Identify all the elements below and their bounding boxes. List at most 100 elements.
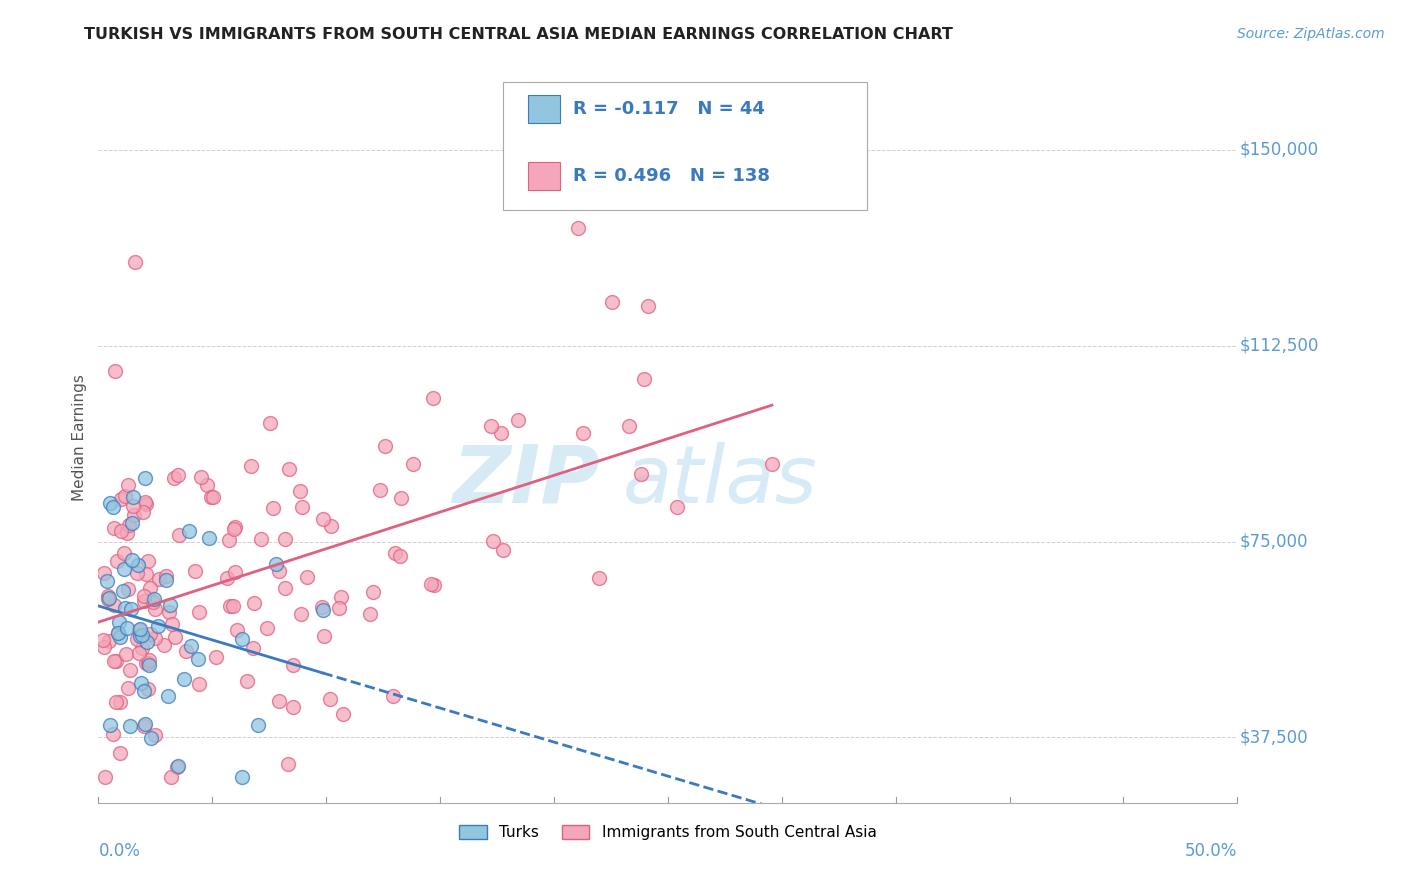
- Point: [217, 571, 239, 585]
- Point: [121, 490, 143, 504]
- Legend: Turks, Immigrants from South Central Asia: Turks, Immigrants from South Central Asi…: [453, 819, 883, 847]
- FancyBboxPatch shape: [503, 82, 868, 211]
- Point: [665, 500, 688, 515]
- Point: [115, 648, 138, 662]
- Text: TURKISH VS IMMIGRANTS FROM SOUTH CENTRAL ASIA MEDIAN EARNINGS CORRELATION CHART: TURKISH VS IMMIGRANTS FROM SOUTH CENTRAL…: [84, 27, 953, 42]
- Point: [231, 632, 253, 646]
- Point: [200, 491, 222, 505]
- FancyBboxPatch shape: [527, 162, 560, 190]
- Point: [332, 706, 354, 721]
- Point: [166, 468, 188, 483]
- Point: [138, 658, 160, 673]
- Text: R = 0.496   N = 138: R = 0.496 N = 138: [574, 167, 770, 185]
- Point: [328, 601, 350, 615]
- Point: [312, 629, 335, 643]
- Point: [120, 602, 142, 616]
- Point: [311, 599, 333, 614]
- Point: [368, 483, 391, 497]
- Point: [567, 221, 589, 235]
- Point: [600, 295, 623, 310]
- Point: [290, 607, 312, 621]
- Point: [108, 615, 131, 629]
- Point: [97, 633, 120, 648]
- Point: [224, 565, 246, 579]
- Point: [105, 695, 128, 709]
- Point: [108, 746, 131, 760]
- Point: [250, 532, 273, 546]
- Point: [617, 418, 640, 433]
- Point: [157, 689, 180, 703]
- Point: [264, 557, 287, 571]
- Point: [131, 641, 153, 656]
- Text: 0.0%: 0.0%: [98, 842, 141, 860]
- Point: [319, 519, 342, 533]
- Point: [128, 624, 150, 638]
- Text: 50.0%: 50.0%: [1185, 842, 1237, 860]
- Point: [127, 558, 149, 572]
- Point: [93, 566, 115, 581]
- Point: [142, 595, 165, 609]
- Point: [117, 681, 139, 696]
- Point: [139, 581, 162, 595]
- Point: [481, 534, 503, 549]
- Point: [96, 574, 118, 588]
- Point: [166, 760, 188, 774]
- Point: [256, 621, 278, 635]
- Point: [122, 508, 145, 523]
- Point: [226, 623, 249, 637]
- Point: [138, 653, 160, 667]
- Point: [114, 489, 136, 503]
- Y-axis label: Median Earnings: Median Earnings: [72, 374, 87, 500]
- Point: [177, 524, 200, 538]
- Point: [108, 630, 131, 644]
- Point: [136, 682, 159, 697]
- Point: [98, 591, 121, 605]
- Point: [319, 691, 342, 706]
- Point: [374, 439, 396, 453]
- Point: [122, 499, 145, 513]
- Point: [105, 554, 128, 568]
- Point: [129, 675, 152, 690]
- Point: [131, 628, 153, 642]
- Point: [423, 578, 446, 592]
- Point: [112, 562, 135, 576]
- Text: $150,000: $150,000: [1240, 141, 1319, 159]
- Point: [143, 631, 166, 645]
- Point: [136, 656, 159, 670]
- Point: [492, 542, 515, 557]
- Point: [159, 598, 181, 612]
- Point: [198, 531, 221, 545]
- Point: [588, 571, 610, 585]
- Point: [132, 593, 155, 607]
- Point: [422, 391, 444, 405]
- Point: [188, 677, 211, 691]
- Point: [110, 492, 132, 507]
- Point: [402, 457, 425, 471]
- Point: [104, 655, 127, 669]
- Point: [262, 501, 284, 516]
- Point: [134, 471, 156, 485]
- Point: [103, 521, 125, 535]
- Point: [139, 731, 162, 745]
- Point: [139, 627, 162, 641]
- Point: [273, 581, 295, 595]
- Point: [363, 585, 385, 599]
- Point: [163, 471, 186, 485]
- Point: [127, 632, 149, 647]
- Point: [246, 717, 269, 731]
- Point: [153, 638, 176, 652]
- Point: [121, 516, 143, 530]
- Point: [202, 490, 225, 504]
- Point: [273, 532, 295, 546]
- Point: [174, 643, 197, 657]
- Point: [224, 519, 246, 533]
- Point: [98, 495, 121, 509]
- Point: [382, 689, 405, 703]
- Point: [143, 602, 166, 616]
- Point: [160, 770, 183, 784]
- Text: R = -0.117   N = 44: R = -0.117 N = 44: [574, 100, 765, 118]
- Point: [98, 717, 121, 731]
- Point: [167, 759, 190, 773]
- Point: [101, 727, 124, 741]
- Point: [107, 625, 129, 640]
